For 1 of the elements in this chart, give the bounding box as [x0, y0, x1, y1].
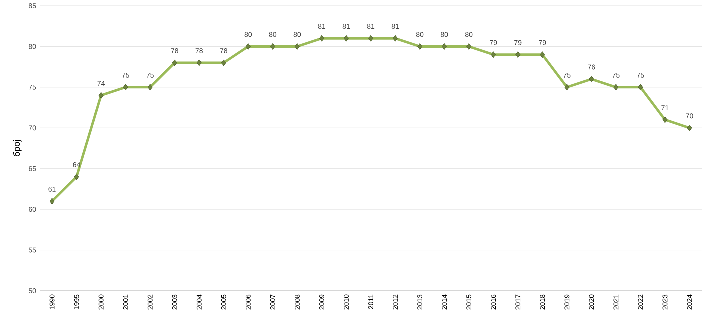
y-axis-title: број — [13, 140, 22, 157]
